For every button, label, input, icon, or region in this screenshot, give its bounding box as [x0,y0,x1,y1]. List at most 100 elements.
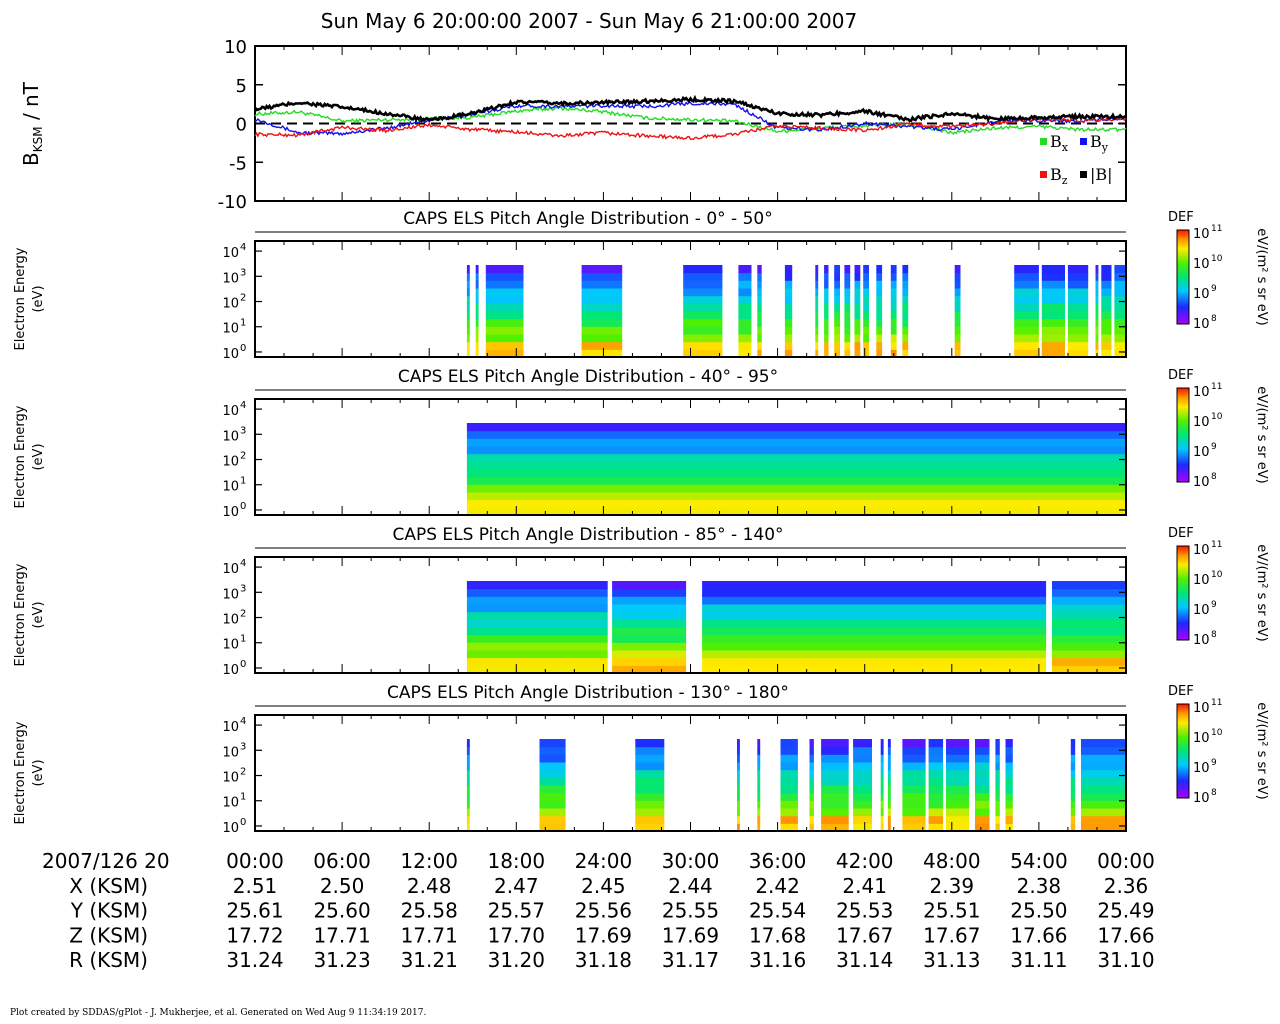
spectrogram-cell [821,746,849,755]
spectrogram-title: CAPS ELS Pitch Angle Distribution - 85° … [392,525,783,545]
spectrogram-cell [780,769,798,778]
spectrogram-cell [824,303,829,312]
mag-ytick-label: 10 [224,37,247,58]
spectrogram-cell [902,815,926,824]
spectrogram-cell [902,792,926,801]
spectrogram-cell [844,311,851,320]
spectrogram-cell [954,341,961,350]
spectrogram-cell [1081,777,1126,786]
mag-ytick-label: -5 [229,153,247,174]
spectrogram-cell [1095,288,1099,297]
spectrogram-cell [887,769,891,778]
spectrogram-cell [815,311,819,320]
spectrogram-cell [1114,349,1126,358]
spectrogram-cell [844,318,851,327]
spectrogram-cell [821,754,849,763]
spectrogram-cell [539,800,566,809]
spectrogram-cell [635,777,665,786]
spectrogram-cell [902,739,926,748]
legend-label-bmag: |B| [1090,165,1113,184]
spectrogram-cell [946,769,970,778]
spectrogram-cell [975,815,990,824]
spectrogram-cell [902,349,909,358]
spectrogram-cell [863,288,869,297]
spectrogram-cell [1081,823,1126,832]
spectrogram-cell [466,311,470,320]
spectrogram-cell [612,604,687,613]
ephemeris-value: 2.36 [1104,874,1149,898]
ephemeris-value: 25.51 [923,899,980,923]
spectrogram-cell [757,349,762,358]
spec-ytick-label: 10 [222,246,239,261]
spec-ytick-exponent: 4 [240,558,246,569]
spectrogram-cell [466,453,1126,462]
spectrogram-cell [757,746,761,755]
legend-label-by: By [1090,132,1109,154]
spectrogram-cell [784,288,793,297]
spectrogram-cell [757,754,761,763]
mag-ytick-label: -10 [218,192,247,213]
spectrogram-cell [612,611,687,620]
spectrogram-cell [1067,265,1089,274]
footer-credit: Plot created by SDDAS/gPlot - J. Mukherj… [10,1008,426,1018]
spectrogram-cell [1114,288,1126,297]
spectrogram-cell [809,746,814,755]
spectrogram-cell [1114,265,1126,274]
colorbar-tick-label: 10 [1193,385,1210,400]
spectrogram-cell [1005,823,1013,832]
ephemeris-value: 17.69 [575,923,632,947]
spectrogram-cell [757,326,762,335]
ephemeris-value: 25.49 [1097,899,1154,923]
spectrogram-cell [880,815,884,824]
ephemeris-value: 2.42 [755,874,800,898]
spectrogram-cell [466,438,1126,447]
spectrogram-cell [1101,318,1112,327]
spectrogram-cell [854,272,861,281]
ylabel-main: B [19,152,43,166]
spectrogram-cell [1005,739,1013,748]
spectrogram-cell [954,318,961,327]
spectrogram-cell [975,785,990,794]
spectrogram-cell [887,754,891,763]
spec-ytick-label: 10 [222,322,239,337]
spectrogram-cell [1095,265,1099,274]
ephemeris-row-label: Y (KSM) [70,899,148,923]
spectrogram-cell [876,303,883,312]
spec-ytick-label: 10 [222,587,239,602]
time-axis-tick-label: 54:00 [1010,849,1068,873]
spectrogram-cell [902,746,926,755]
plot-title: Sun May 6 20:00:00 2007 - Sun May 6 21:0… [321,9,857,33]
spectrogram-cell [1014,288,1039,297]
spectrogram-cell [1114,303,1126,312]
spectrogram-cell [863,280,869,289]
spectrogram-cell [995,762,1000,771]
spec-ylabel: Electron Energy [13,405,28,508]
spectrogram-cell [1005,785,1013,794]
spectrogram-cell [1067,326,1089,335]
spectrogram-cell [1014,341,1039,350]
spectrogram-cell [635,785,665,794]
spectrogram-cell [863,334,869,343]
spectrogram-cell [466,295,470,304]
spectrogram-cell [784,295,793,304]
spec-ytick-exponent: 2 [240,609,246,620]
colorbar-unit: eV/(m² s sr eV) [1254,228,1269,325]
ephemeris-value: 2.39 [930,874,975,898]
legend-label-bz: Bz [1050,165,1068,187]
spectrogram-cell [757,792,761,801]
spectrogram-cell [757,295,762,304]
spectrogram-cell [821,792,849,801]
spectrogram-cell [844,272,851,281]
spectrogram-cell [737,808,740,817]
spec-ytick-exponent: 4 [240,400,246,411]
spectrogram-cell [834,349,840,358]
spectrogram-cell [1052,650,1126,659]
ephemeris-value: 25.54 [749,899,806,923]
spectrogram-cell [853,800,872,809]
spec-ytick-label: 10 [222,771,239,786]
colorbar-tick-exponent: 8 [1211,630,1217,640]
spectrogram-cell [683,265,723,274]
spectrogram-cell [466,349,470,358]
legend-swatch-bz [1040,171,1047,178]
